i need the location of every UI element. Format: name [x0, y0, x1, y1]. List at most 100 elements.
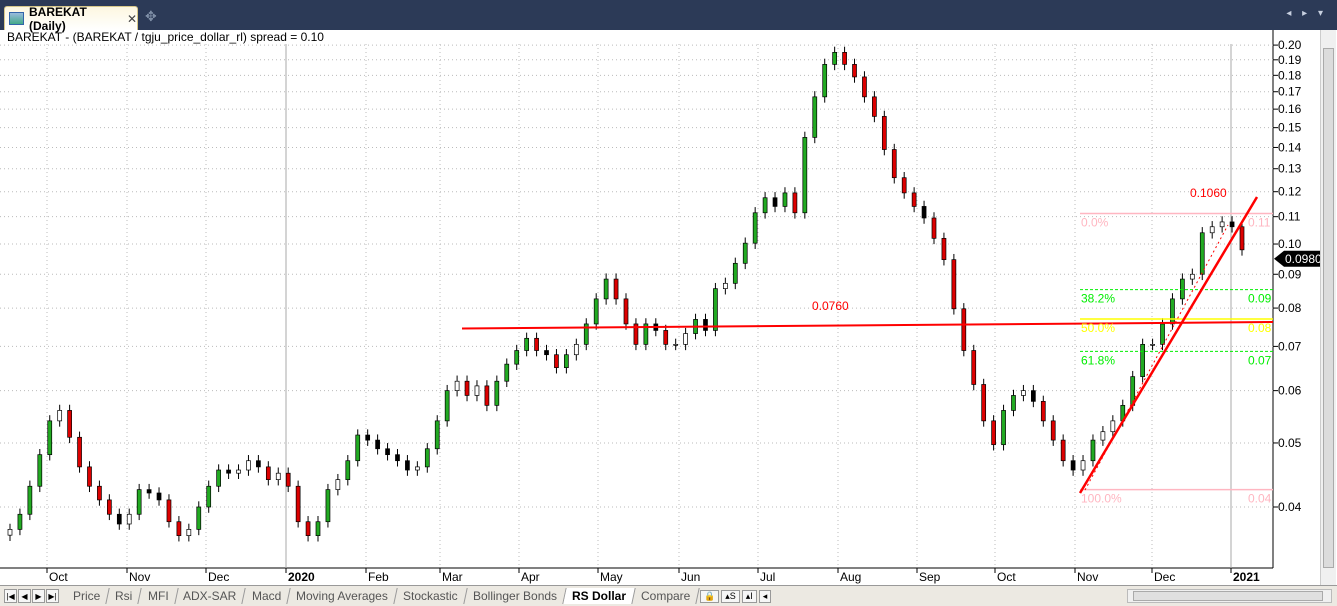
- candle: [862, 71, 867, 103]
- plus-icon[interactable]: ✥: [145, 8, 157, 24]
- candle: [256, 455, 261, 473]
- candle: [1140, 338, 1145, 383]
- candle: [385, 443, 390, 461]
- candle: [981, 378, 987, 427]
- candle-body: [186, 529, 192, 536]
- x-tick-label: Sep: [919, 570, 941, 584]
- candle: [1239, 221, 1245, 256]
- candle-body: [891, 149, 897, 179]
- scale-s-icon[interactable]: ▴S: [721, 589, 740, 603]
- tab-mfi[interactable]: MFI: [138, 588, 179, 604]
- tab-stockastic[interactable]: Stockastic: [394, 588, 468, 604]
- prev-tab-button[interactable]: ◀: [18, 589, 31, 603]
- candle: [474, 380, 480, 402]
- candle-body: [385, 448, 390, 456]
- chart-tab[interactable]: BAREKAT (Daily) ✕: [4, 5, 138, 33]
- candle-body: [1170, 298, 1175, 325]
- fib-value-label: 0.04: [1248, 492, 1272, 506]
- candle-body: [931, 217, 937, 239]
- candle: [464, 375, 470, 402]
- lock-icon[interactable]: 🔒: [700, 589, 720, 603]
- candle: [1001, 404, 1006, 451]
- y-tick-label: 0.18: [1278, 68, 1302, 82]
- candle-body: [345, 460, 351, 480]
- candle-body: [236, 469, 241, 474]
- y-tick-label: 0.10: [1278, 237, 1302, 251]
- y-tick-label: 0.19: [1278, 53, 1302, 67]
- candle-body: [1011, 395, 1016, 411]
- candle-body: [424, 448, 430, 468]
- close-icon[interactable]: ✕: [126, 11, 137, 26]
- candle: [275, 467, 281, 486]
- fib-level-label: 38.2%: [1081, 292, 1115, 306]
- horizontal-scrollbar[interactable]: [1127, 589, 1332, 603]
- tab-price[interactable]: Price: [64, 588, 111, 604]
- x-tick-label: Dec: [208, 570, 229, 584]
- vertical-scrollbar[interactable]: [1320, 30, 1336, 586]
- candle: [762, 192, 768, 219]
- candle-body: [723, 282, 728, 289]
- candle: [971, 344, 977, 391]
- candle: [931, 212, 937, 245]
- candle-body: [67, 410, 72, 438]
- candle-body: [613, 278, 619, 300]
- candle: [573, 338, 579, 361]
- y-tick-label: 0.06: [1278, 384, 1302, 398]
- scale-i-icon[interactable]: ▴I: [741, 589, 757, 603]
- candle: [1150, 338, 1155, 351]
- tab-rsi[interactable]: Rsi: [106, 588, 143, 604]
- candle-body: [1110, 420, 1116, 433]
- y-tick-label: 0.05: [1278, 436, 1302, 450]
- candle-body: [941, 237, 947, 261]
- candle: [7, 523, 13, 541]
- candle-body: [872, 96, 877, 117]
- candle-body: [355, 434, 361, 462]
- last-tab-button[interactable]: ▶|: [46, 589, 59, 603]
- y-tick-label: 0.12: [1278, 185, 1302, 199]
- first-tab-button[interactable]: |◀: [4, 589, 17, 603]
- candle-body: [603, 278, 609, 300]
- candle-body: [643, 323, 649, 345]
- tab-adx-sar[interactable]: ADX-SAR: [174, 588, 247, 604]
- tab-macd[interactable]: Macd: [243, 588, 291, 604]
- y-axis-area: [1273, 30, 1320, 568]
- tab-moving-averages[interactable]: Moving Averages: [287, 588, 398, 604]
- candle: [772, 192, 778, 213]
- candle: [703, 313, 708, 337]
- candle-body: [315, 521, 321, 536]
- candle-body: [1209, 226, 1215, 234]
- candle: [216, 464, 221, 493]
- candle: [166, 494, 172, 528]
- candle: [1209, 221, 1215, 239]
- candle-body: [335, 479, 341, 490]
- candle: [146, 483, 152, 499]
- candle: [1031, 384, 1036, 408]
- candle-body: [1060, 439, 1066, 462]
- candle-body: [504, 363, 510, 382]
- tab-rs-dollar[interactable]: RS Dollar: [562, 588, 636, 604]
- scroll-left-icon[interactable]: ◂: [758, 589, 772, 603]
- candle-body: [1021, 390, 1026, 396]
- candle: [67, 404, 72, 444]
- candle-body: [772, 197, 778, 207]
- candle-body: [732, 262, 738, 284]
- fib-value-label: 0.07: [1248, 353, 1272, 367]
- next-tab-button[interactable]: ▶: [32, 589, 45, 603]
- tab-compare[interactable]: Compare: [631, 588, 700, 604]
- x-tick-label: Oct: [997, 570, 1016, 584]
- x-tick-label: 2021: [1233, 570, 1260, 584]
- tab-nav-arrows[interactable]: ◂ ▸ ▾: [1286, 8, 1327, 19]
- candle-body: [1001, 410, 1006, 446]
- candle: [126, 508, 132, 530]
- candle-body: [564, 354, 569, 369]
- candle-body: [961, 308, 967, 351]
- candle-body: [265, 466, 271, 480]
- candle-body: [742, 242, 748, 264]
- candle-body: [444, 390, 450, 422]
- tab-bollinger-bonds[interactable]: Bollinger Bonds: [463, 588, 567, 604]
- candle-body: [623, 298, 629, 325]
- candle-body: [256, 460, 261, 468]
- candle: [1011, 389, 1016, 417]
- candle-body: [464, 380, 470, 396]
